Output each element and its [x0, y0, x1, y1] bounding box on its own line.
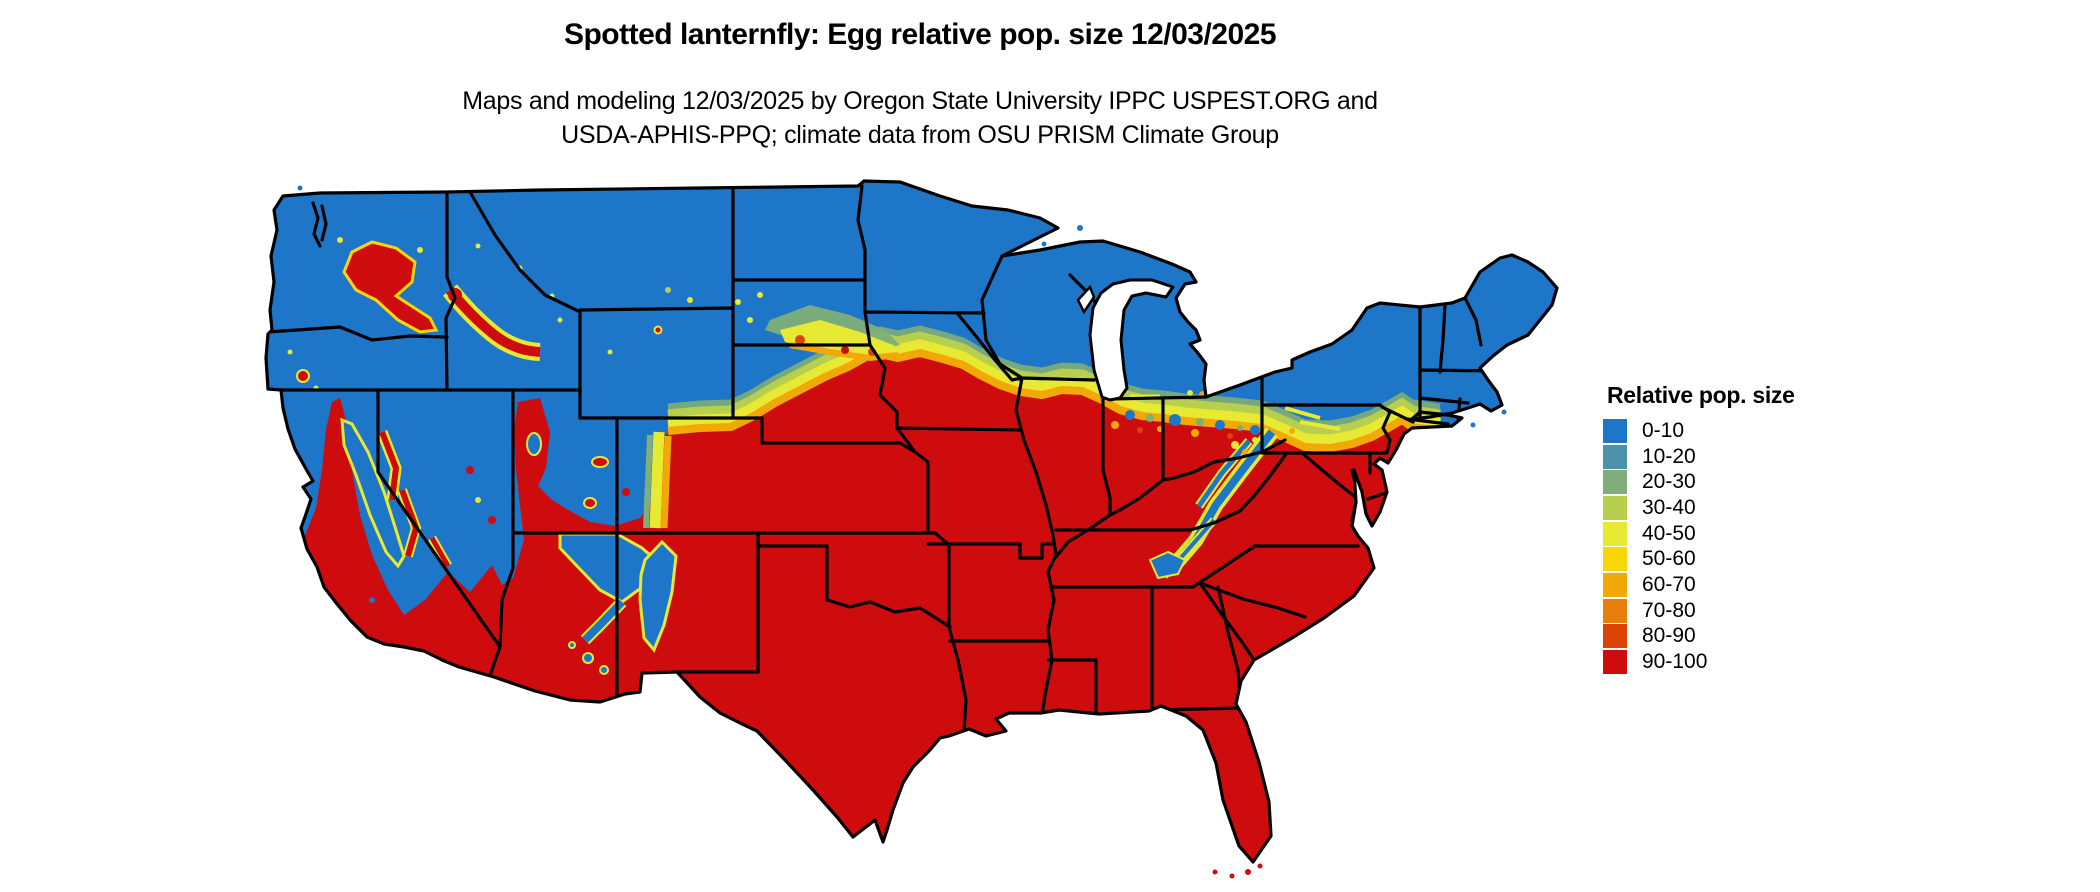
or-hot-spot [296, 369, 310, 383]
mogollon-rim [582, 599, 625, 643]
state-borders [266, 184, 1501, 735]
sd-cloud-orange [789, 342, 899, 362]
legend-label: 60-70 [1642, 572, 1696, 596]
legend-swatch-40-50 [1603, 521, 1627, 546]
legend-swatch-70-80 [1603, 598, 1627, 623]
or-speck [287, 349, 293, 355]
band-60-70 [667, 348, 1441, 453]
wy-speck [607, 349, 613, 355]
legend-title: Relative pop. size [1607, 382, 1795, 408]
legend-label: 20-30 [1642, 470, 1696, 494]
subtitle: Maps and modeling 12/03/2025 by Oregon S… [250, 84, 1590, 152]
snake-plain-hot [446, 286, 541, 357]
sky-island [582, 652, 594, 664]
legend-label: 30-40 [1642, 495, 1696, 519]
legend-swatch-0-10 [1603, 418, 1627, 443]
subtitle-line-2: USDA-APHIS-PPQ; climate data from OSU PR… [561, 121, 1279, 149]
legend-label: 50-60 [1642, 547, 1696, 571]
co-band-yellow [649, 431, 665, 529]
legend-swatch-50-60 [1603, 547, 1627, 572]
legend-item-50-60: 50-60 [1603, 546, 1795, 572]
legend-swatch-30-40 [1603, 495, 1627, 520]
sky-island [599, 665, 609, 675]
legend-item-90-100: 90-100 [1603, 649, 1795, 675]
wa-speck [417, 247, 423, 253]
mt-speck [475, 243, 481, 249]
pa-speck [1289, 428, 1295, 434]
co-canyon-spot [591, 456, 609, 468]
sierra-nevada-band [340, 417, 406, 569]
us-outline [264, 179, 1559, 864]
legend-rows: 0-10 10-20 20-30 30-40 40-50 50-60 60-70 70-80 8… [1603, 418, 1795, 675]
wy-speck [653, 325, 663, 335]
co-canyon-spot [583, 497, 597, 509]
legend-swatch-20-30 [1603, 470, 1627, 495]
co-band-green [643, 434, 653, 529]
legend-label: 0-10 [1642, 418, 1685, 442]
co-canyon-spot [622, 488, 630, 496]
legend-label: 70-80 [1642, 598, 1696, 622]
offshore-islands [297, 185, 1507, 879]
sky-island [568, 641, 576, 649]
nm-mountain-band [638, 539, 678, 653]
sd-speck [665, 287, 671, 293]
legend: Relative pop. size 0-10 10-20 20-30 30-40 40… [1603, 382, 1795, 675]
legend-swatch-80-90 [1603, 624, 1627, 649]
sd-speck [735, 299, 741, 305]
green-bay [1076, 284, 1096, 315]
legend-item-80-90: 80-90 [1603, 624, 1795, 650]
sd-speck [757, 292, 763, 298]
appalachian-streaks [1148, 427, 1278, 580]
legend-swatch-90-100 [1603, 650, 1627, 675]
legend-label: 10-20 [1642, 444, 1696, 468]
wa-speck [337, 237, 343, 243]
legend-item-10-20: 10-20 [1603, 444, 1795, 470]
sd-cloud-yellow [780, 320, 900, 358]
legend-label: 80-90 [1642, 624, 1696, 648]
pa-ridge-streak [1284, 406, 1321, 420]
legend-item-60-70: 60-70 [1603, 572, 1795, 598]
band-40-50 [667, 339, 1441, 448]
legend-swatch-60-70 [1603, 572, 1627, 597]
socal-cool-speck [369, 597, 375, 603]
sd-speck [687, 297, 693, 303]
sd-hotspot [795, 335, 805, 345]
ut-cool-hole [526, 432, 542, 456]
subtitle-line-1: Maps and modeling 12/03/2025 by Oregon S… [462, 87, 1378, 115]
co-band-orange [660, 435, 672, 529]
legend-item-20-30: 20-30 [1603, 469, 1795, 495]
mt-speck [557, 317, 563, 323]
population-raster [266, 184, 1501, 862]
sd-hotspot [841, 346, 849, 354]
legend-label: 90-100 [1642, 650, 1708, 674]
legend-item-70-80: 70-80 [1603, 598, 1795, 624]
legend-item-40-50: 40-50 [1603, 521, 1795, 547]
page-title: Spotted lanternfly: Egg relative pop. si… [563, 18, 1277, 51]
band-30-40 [667, 331, 1441, 438]
legend-swatch-10-20 [1603, 444, 1627, 469]
pa-ridge-streak [1299, 420, 1341, 431]
legend-item-0-10: 0-10 [1603, 418, 1795, 444]
legend-label: 40-50 [1642, 521, 1696, 545]
sd-speck [747, 317, 753, 323]
legend-item-30-40: 30-40 [1603, 495, 1795, 521]
lake-michigan [1088, 278, 1175, 402]
columbia-basin-patch [342, 240, 439, 334]
puget-sound [311, 201, 328, 248]
